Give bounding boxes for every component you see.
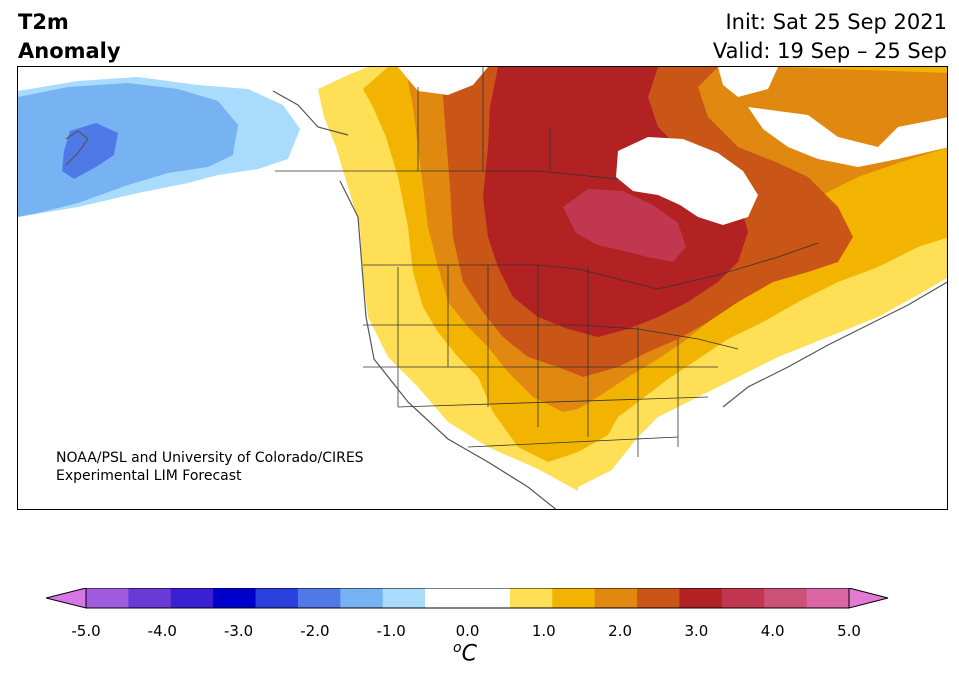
colorbar-cell — [382, 588, 426, 608]
colorbar-tick-label: -5.0 — [71, 622, 101, 640]
data-credit: NOAA/PSL and University of Colorado/CIRE… — [56, 449, 364, 485]
colorbar-min-arrow — [45, 587, 87, 609]
colorbar-cell — [552, 588, 596, 608]
alaska-minus-15 — [62, 123, 118, 179]
colorbar-cell — [213, 588, 257, 608]
forecast-dates: Init: Sat 25 Sep 2021 Valid: 19 Sep – 25… — [713, 8, 947, 66]
alaska-minus-10 — [18, 83, 238, 217]
init-date: Init: Sat 25 Sep 2021 — [725, 10, 947, 34]
arctic-water-2 — [718, 67, 778, 97]
colorbar-cell — [170, 588, 214, 608]
map-title: T2m Anomaly — [18, 8, 121, 66]
colorbar-tick-label: 4.0 — [760, 622, 785, 640]
unit-degree: o — [453, 640, 462, 656]
colorbar-cell — [297, 588, 341, 608]
colorbar-cells — [86, 588, 850, 608]
colorbar-cell — [637, 588, 680, 608]
colorbar-tick-label: -2.0 — [300, 622, 330, 640]
title-line-1: T2m — [18, 10, 69, 34]
colorbar-tick-label: 3.0 — [684, 622, 709, 640]
colorbar-cell — [467, 588, 511, 608]
colorbar-cell — [255, 588, 299, 608]
colorbar-tick-label: 5.0 — [837, 622, 861, 640]
arctic-water-1 — [398, 67, 488, 95]
credit-line-1: NOAA/PSL and University of Colorado/CIRE… — [56, 450, 364, 466]
map-canvas — [18, 67, 947, 509]
unit-celsius: C — [461, 641, 477, 667]
coastlines — [65, 90, 947, 509]
atlantic-ocean — [659, 278, 947, 509]
color-bar-svg — [45, 587, 889, 609]
colorbar-cell — [594, 588, 638, 608]
colorbar-cell — [679, 588, 723, 608]
colorbar-outline — [85, 587, 850, 609]
title-line-2: Anomaly — [18, 39, 121, 63]
political-borders — [275, 67, 819, 457]
color-bar — [45, 587, 890, 618]
colorbar-unit: oC — [453, 640, 477, 666]
colorbar-cell — [340, 588, 384, 608]
anomaly-plus-30 — [563, 189, 686, 262]
colorbar-max-arrow — [848, 587, 889, 609]
colorbar-cell — [425, 588, 468, 608]
colorbar-cell — [128, 588, 172, 608]
colorbar-tick-label: 1.0 — [531, 622, 556, 640]
colorbar-cell — [509, 588, 553, 608]
credit-line-2: Experimental LIM Forecast — [56, 468, 242, 484]
arctic-water-3 — [748, 107, 947, 167]
gulf-of-mexico — [578, 467, 678, 509]
colorbar-tick-label: -1.0 — [376, 622, 406, 640]
pacific-ocean — [18, 159, 537, 509]
colorbar-cell — [806, 588, 850, 608]
anomaly-map: NOAA/PSL and University of Colorado/CIRE… — [17, 66, 948, 510]
colorbar-cell — [86, 588, 129, 608]
colorbar-tick-label: -4.0 — [147, 622, 177, 640]
colorbar-tick-label: -3.0 — [223, 622, 254, 640]
hudson-bay — [616, 137, 758, 225]
colorbar-tick-label: 0.0 — [455, 622, 480, 640]
colorbar-cell — [721, 588, 765, 608]
colorbar-tick-label: 2.0 — [608, 622, 633, 640]
colorbar-cell — [764, 588, 808, 608]
valid-range: Valid: 19 Sep – 25 Sep — [712, 39, 947, 63]
